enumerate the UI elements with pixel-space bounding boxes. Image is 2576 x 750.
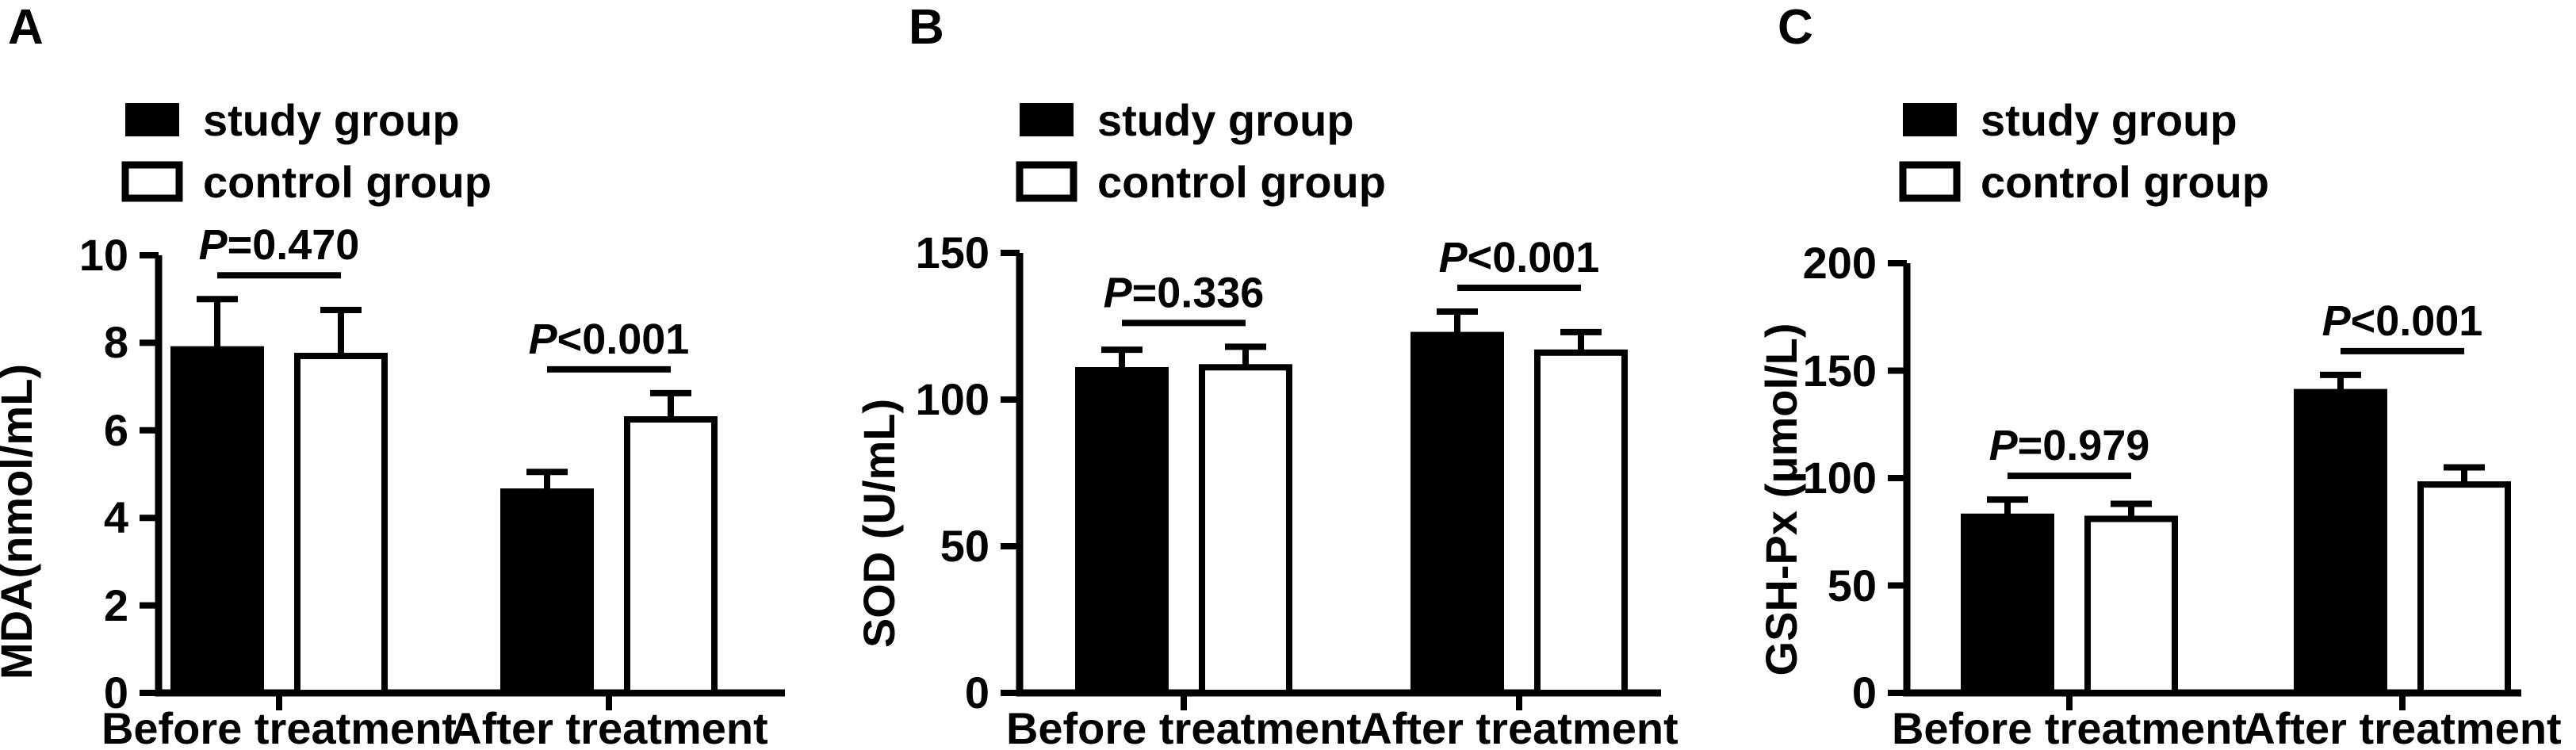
y-tick-label: 100: [916, 374, 989, 424]
legend-label-study: study group: [1097, 95, 1354, 145]
chart-graphics: P=0.470 P<0.001: [140, 221, 785, 710]
y-tick-label: 8: [104, 317, 128, 367]
legend: study group control group: [121, 95, 492, 207]
y-tick-label: 50: [940, 521, 989, 571]
y-axis-label: GSH-Px (μmol/L): [1756, 323, 1806, 676]
bar-control-group: [624, 416, 718, 696]
bar-control-group: [2417, 481, 2511, 696]
y-tick-label: 150: [1803, 346, 1877, 396]
legend-label-control: control group: [1097, 157, 1386, 207]
y-tick-label: 10: [79, 230, 128, 280]
p-value-label: P=0.470: [199, 221, 360, 269]
study-group-swatch-icon: [1903, 103, 1957, 136]
p-value-label: P<0.001: [529, 316, 690, 363]
y-tick-label: 0: [965, 668, 989, 717]
control-group-swatch-icon: [1899, 161, 1961, 202]
x-category-label: After treatment: [1360, 703, 1678, 750]
panel-b: P=0.336 P<0.001 B study group control gro…: [859, 0, 1717, 750]
legend: study group control group: [1016, 95, 1386, 207]
chart-graphics: P=0.336 P<0.001: [1001, 234, 1661, 710]
bar-study-group: [2294, 388, 2387, 696]
y-tick-label: 100: [1803, 453, 1877, 503]
bar-control-group: [294, 352, 388, 696]
legend: study group control group: [1899, 95, 2269, 207]
legend-label-study: study group: [203, 95, 460, 145]
x-category-label: After treatment: [450, 703, 767, 750]
y-tick-label: 6: [104, 405, 128, 455]
bar-study-group: [1075, 367, 1169, 696]
panel-a: P=0.470 P<0.001 A study group control gro…: [0, 0, 859, 750]
y-tick-label: 4: [104, 492, 128, 542]
panel-label: B: [909, 0, 944, 55]
legend-label-study: study group: [1981, 95, 2237, 145]
study-group-swatch-icon: [1020, 103, 1074, 136]
p-value-label: P=0.336: [1104, 269, 1265, 316]
chart-graphics: P=0.979 P<0.001: [1888, 260, 2521, 710]
p-value-label: P<0.001: [1439, 234, 1600, 281]
bar-study-group: [170, 346, 264, 696]
bar-study-group: [1410, 331, 1504, 696]
p-value-label: P<0.001: [2322, 297, 2483, 345]
p-value-label: P=0.979: [1989, 422, 2150, 469]
bar-study-group: [500, 488, 594, 697]
y-tick-label: 2: [104, 580, 128, 630]
x-category-label: Before treatment: [1006, 703, 1361, 750]
legend-label-control: control group: [203, 157, 492, 207]
control-group-swatch-icon: [121, 161, 183, 202]
bar-control-group: [1534, 349, 1628, 696]
control-group-swatch-icon: [1016, 161, 1077, 202]
y-tick-label: 0: [1852, 668, 1877, 717]
study-group-swatch-icon: [125, 103, 179, 136]
bar-chart-gsh-px: P=0.979 P<0.001 C study group control gro…: [1756, 0, 2562, 750]
x-category-label: Before treatment: [1892, 703, 2247, 750]
y-tick-label: 200: [1803, 238, 1877, 288]
bar-control-group: [2084, 515, 2178, 696]
y-tick-label: 50: [1828, 561, 1877, 610]
panel-c: P=0.979 P<0.001 C study group control gro…: [1717, 0, 2576, 750]
y-axis-label: MDA(nmol/mL): [0, 364, 41, 679]
bar-chart-mda: P=0.470 P<0.001 A study group control gro…: [0, 0, 785, 750]
panel-label: C: [1778, 0, 1813, 55]
y-tick-label: 0: [104, 668, 128, 717]
legend-label-control: control group: [1981, 157, 2269, 207]
bar-control-group: [1199, 364, 1292, 696]
x-category-label: Before treatment: [101, 703, 457, 750]
bar-chart-sod: P=0.336 P<0.001 B study group control gro…: [859, 0, 1678, 750]
y-axis-label: SOD (U/mL): [859, 399, 904, 648]
bar-study-group: [1961, 513, 2054, 697]
x-category-label: After treatment: [2243, 703, 2561, 750]
y-tick-label: 150: [916, 228, 989, 277]
panel-label: A: [8, 0, 44, 55]
